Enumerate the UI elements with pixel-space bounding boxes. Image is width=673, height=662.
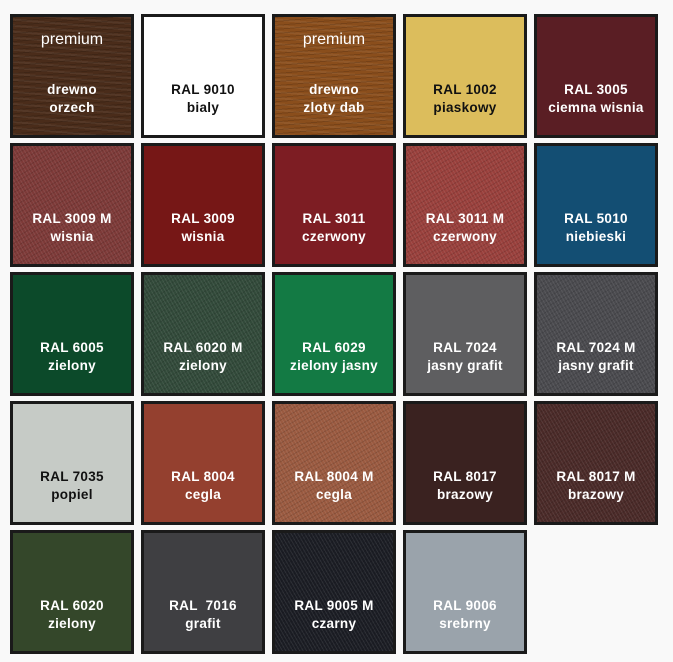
color-swatch-grid: premium drewno orzech RAL 9010 bialy pre… — [10, 14, 658, 654]
swatch-code: drewno — [309, 82, 359, 97]
swatch-name: grafit — [185, 616, 221, 631]
swatch-code: RAL 7035 — [40, 469, 104, 484]
swatch-code: RAL 9005 M — [294, 598, 374, 613]
color-swatch[interactable]: RAL 6005 zielony — [10, 272, 134, 396]
swatch-name: zloty dab — [303, 100, 365, 115]
premium-badge: premium — [40, 31, 104, 48]
color-swatch[interactable]: RAL 8004 cegla — [141, 401, 265, 525]
swatch-code: RAL 6029 — [302, 340, 366, 355]
swatch-name: czerwony — [302, 229, 366, 244]
color-swatch[interactable]: RAL 3009 M wisnia — [10, 143, 134, 267]
swatch-name: piaskowy — [433, 100, 497, 115]
swatch-code: RAL 7024 — [433, 340, 497, 355]
swatch-name: brazowy — [436, 487, 494, 502]
color-swatch[interactable]: RAL 9010 bialy — [141, 14, 265, 138]
swatch-code: drewno — [47, 82, 97, 97]
swatch-name: popiel — [51, 487, 93, 502]
swatch-code: RAL 7016 — [169, 598, 237, 613]
swatch-name: czerwony — [433, 229, 497, 244]
color-swatch[interactable]: RAL 1002 piaskowy — [403, 14, 527, 138]
color-swatch[interactable]: RAL 7024 jasny grafit — [403, 272, 527, 396]
swatch-name: cegla — [315, 487, 353, 502]
swatch-code: RAL 8004 M — [294, 469, 374, 484]
color-swatch[interactable]: RAL 9005 M czarny — [272, 530, 396, 654]
color-swatch[interactable]: RAL 3011 czerwony — [272, 143, 396, 267]
color-swatch[interactable]: RAL 3005 ciemna wisnia — [534, 14, 658, 138]
swatch-code: RAL 3011 M — [425, 211, 505, 226]
swatch-code: RAL 5010 — [564, 211, 628, 226]
swatch-code: RAL 3005 — [564, 82, 628, 97]
swatch-name: zielony — [48, 358, 96, 373]
swatch-code: RAL 3009 M — [32, 211, 112, 226]
swatch-name: bialy — [186, 100, 220, 115]
color-swatch[interactable]: RAL 5010 niebieski — [534, 143, 658, 267]
swatch-code: RAL 8017 — [433, 469, 497, 484]
swatch-code: RAL 9006 — [433, 598, 497, 613]
color-swatch[interactable]: premium drewno zloty dab — [272, 14, 396, 138]
swatch-name: cegla — [184, 487, 222, 502]
swatch-code: RAL 8017 M — [556, 469, 636, 484]
swatch-code: RAL 7024 M — [556, 340, 636, 355]
swatch-code: RAL 9010 — [171, 82, 235, 97]
swatch-name: wisnia — [181, 229, 225, 244]
swatch-name: jasny grafit — [558, 358, 634, 373]
swatch-code: RAL 6020 — [40, 598, 104, 613]
swatch-name: brazowy — [567, 487, 625, 502]
color-swatch[interactable]: RAL 3009 wisnia — [141, 143, 265, 267]
swatch-name: srebrny — [439, 616, 491, 631]
color-swatch[interactable]: RAL 9006 srebrny — [403, 530, 527, 654]
color-swatch[interactable]: premium drewno orzech — [10, 14, 134, 138]
swatch-name: zielony jasny — [290, 358, 378, 373]
swatch-name: orzech — [49, 100, 95, 115]
swatch-code: RAL 3011 — [302, 211, 366, 226]
swatch-name: niebieski — [565, 229, 627, 244]
color-swatch[interactable]: RAL 6029 zielony jasny — [272, 272, 396, 396]
color-swatch[interactable]: RAL 7016 grafit — [141, 530, 265, 654]
color-swatch[interactable]: RAL 7035 popiel — [10, 401, 134, 525]
swatch-code: RAL 6020 M — [163, 340, 243, 355]
color-swatch[interactable]: RAL 8017 M brazowy — [534, 401, 658, 525]
swatch-code: RAL 6005 — [40, 340, 104, 355]
color-swatch[interactable]: RAL 3011 M czerwony — [403, 143, 527, 267]
swatch-name: zielony — [48, 616, 96, 631]
swatch-name: ciemna wisnia — [548, 100, 644, 115]
color-swatch[interactable]: RAL 8017 brazowy — [403, 401, 527, 525]
color-swatch[interactable]: RAL 6020 M zielony — [141, 272, 265, 396]
swatch-name: zielony — [179, 358, 227, 373]
color-swatch[interactable]: RAL 7024 M jasny grafit — [534, 272, 658, 396]
color-swatch[interactable]: RAL 8004 M cegla — [272, 401, 396, 525]
swatch-code: RAL 8004 — [171, 469, 235, 484]
swatch-code: RAL 1002 — [433, 82, 497, 97]
premium-badge: premium — [302, 31, 366, 48]
swatch-code: RAL 3009 — [171, 211, 235, 226]
swatch-name: czarny — [311, 616, 357, 631]
color-swatch[interactable]: RAL 6020 zielony — [10, 530, 134, 654]
swatch-name: wisnia — [50, 229, 94, 244]
swatch-name: jasny grafit — [427, 358, 503, 373]
